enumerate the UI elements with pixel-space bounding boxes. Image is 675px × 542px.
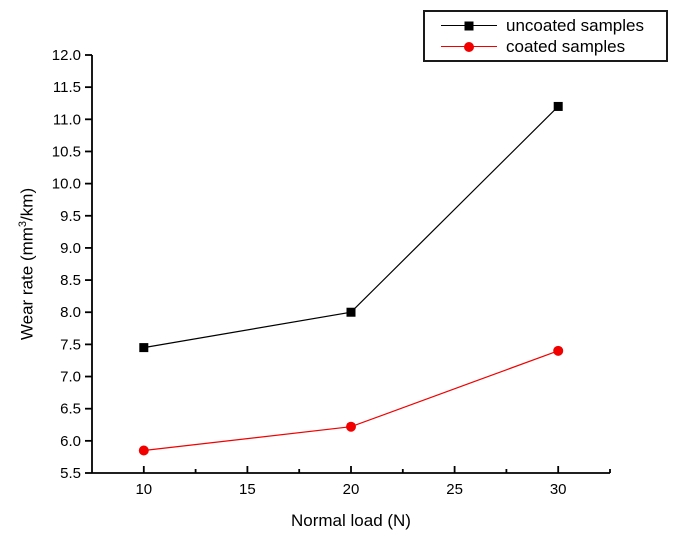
legend-sample-coated — [441, 41, 497, 53]
axes — [91, 55, 610, 474]
y-tick-label: 12.0 — [52, 47, 81, 64]
y-tick-label: 7.5 — [60, 336, 81, 353]
y-tick-label: 11.5 — [53, 79, 81, 96]
y-tick-label: 9.0 — [60, 240, 81, 257]
x-tick-label: 10 — [135, 481, 152, 498]
y-tick-label: 8.5 — [60, 272, 81, 289]
legend-label-uncoated: uncoated samples — [506, 15, 644, 35]
y-axis-title: Wear rate (mm3/km) — [17, 55, 38, 473]
y-axis-title-sup: 3 — [17, 220, 29, 228]
legend-item-uncoated: uncoated samples — [433, 15, 658, 36]
x-tick-label: 30 — [550, 481, 567, 498]
y-axis-ticks: 5.5 6.0 6.5 7.0 7.5 8.0 8.5 9.0 9.5 10.0 10.5 11.0 1… — [52, 47, 92, 482]
legend-marker-circle-icon — [464, 41, 474, 52]
x-axis-ticks: 10 15 20 25 30 — [135, 466, 611, 498]
data-point-square — [139, 343, 149, 353]
data-point-square — [346, 307, 356, 317]
y-tick-label: 7.0 — [60, 369, 81, 386]
y-tick-label: 10.5 — [52, 143, 81, 160]
legend: uncoated samples coated samples — [423, 10, 668, 62]
legend-item-coated: coated samples — [433, 36, 658, 57]
y-tick-label: 6.5 — [60, 401, 81, 418]
data-point-circle — [138, 445, 149, 456]
x-axis-title: Normal load (N) — [291, 511, 411, 530]
y-axis-title-base: Wear rate (mm — [17, 227, 37, 341]
x-tick-label: 15 — [239, 481, 256, 498]
y-tick-label: 11.0 — [53, 111, 81, 128]
data-point-circle — [346, 421, 356, 432]
series-coated-samples — [138, 345, 564, 456]
y-tick-label: 8.0 — [60, 304, 81, 321]
legend-label-coated: coated samples — [506, 36, 626, 56]
y-tick-label: 6.0 — [60, 433, 81, 450]
series-uncoated-samples — [139, 101, 563, 353]
data-point-square — [553, 101, 563, 111]
x-tick-label: 20 — [343, 481, 360, 498]
x-tick-label: 25 — [446, 481, 463, 498]
y-axis-title-end: /km) — [17, 187, 37, 221]
y-tick-label: 10.0 — [52, 176, 81, 193]
y-tick-label: 5.5 — [60, 465, 81, 482]
legend-sample-uncoated — [441, 20, 497, 32]
legend-marker-square-icon — [464, 21, 474, 30]
data-point-circle — [553, 345, 564, 356]
y-tick-label: 9.5 — [60, 208, 81, 225]
